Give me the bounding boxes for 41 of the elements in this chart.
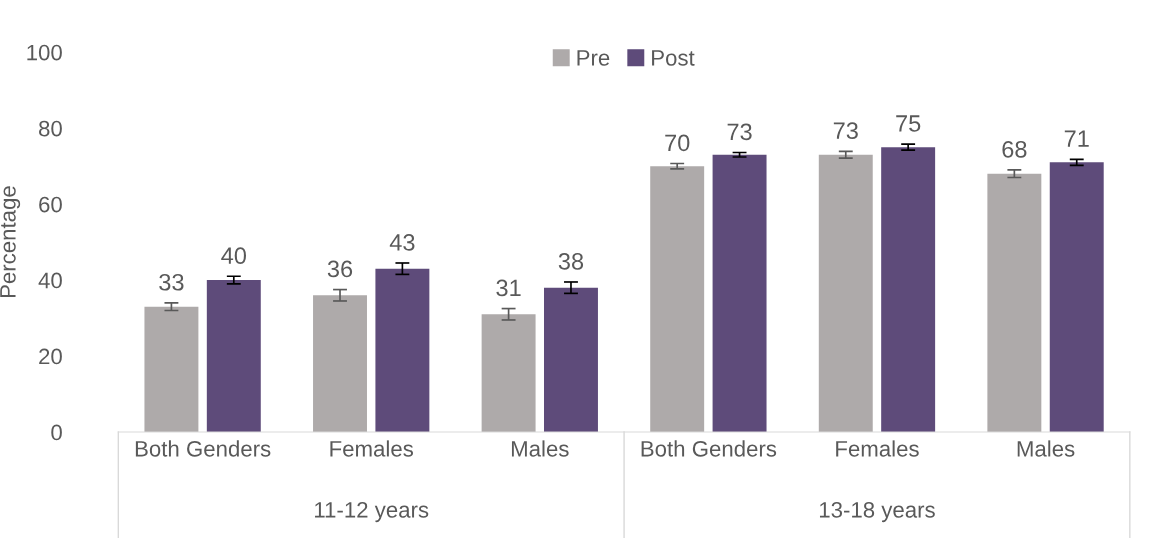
- bar: [313, 295, 367, 433]
- data-label: 68: [1002, 140, 1027, 158]
- bar: [544, 287, 598, 433]
- bar: [987, 173, 1042, 433]
- y-axis-title: Percentage: [0, 186, 21, 298]
- x-tick-label: Both Genders: [641, 440, 777, 457]
- x-tick-label: Females: [330, 440, 414, 457]
- y-tick-label: 80: [39, 120, 62, 137]
- bar: [206, 280, 261, 433]
- y-tick-label: 20: [39, 348, 62, 365]
- legend-label: Post: [652, 50, 695, 66]
- y-tick-label: 100: [27, 44, 62, 61]
- bar: [481, 314, 536, 433]
- data-label: 71: [1064, 130, 1089, 147]
- data-label: 70: [665, 134, 690, 152]
- bar: [712, 154, 767, 433]
- y-tick-label: 0: [51, 424, 62, 441]
- bar: [1049, 162, 1104, 433]
- data-label: 73: [727, 123, 752, 141]
- data-label: 75: [896, 115, 921, 132]
- data-label: 40: [221, 247, 247, 265]
- y-tick-label: 40: [38, 272, 62, 289]
- x-tick-label: Both Genders: [135, 440, 271, 457]
- data-label: 36: [327, 260, 353, 278]
- y-tick-label: 60: [39, 196, 62, 213]
- bar: [650, 166, 705, 433]
- x-tick-label: Males: [1017, 440, 1075, 457]
- legend-label: Pre: [577, 50, 610, 66]
- bar: [881, 147, 936, 433]
- data-label: 31: [496, 279, 521, 297]
- x-tick-label: Females: [836, 440, 919, 457]
- data-label: 38: [558, 253, 584, 270]
- bar: [144, 306, 199, 433]
- x-tick-label: Males: [511, 440, 569, 457]
- data-label: 73: [833, 122, 858, 140]
- text: 13-18 years: [819, 502, 935, 523]
- bar: [375, 268, 430, 433]
- text: 11-12 years: [315, 502, 429, 523]
- data-label: 33: [159, 273, 184, 291]
- bar: [818, 154, 873, 433]
- data-label: 43: [389, 234, 415, 251]
